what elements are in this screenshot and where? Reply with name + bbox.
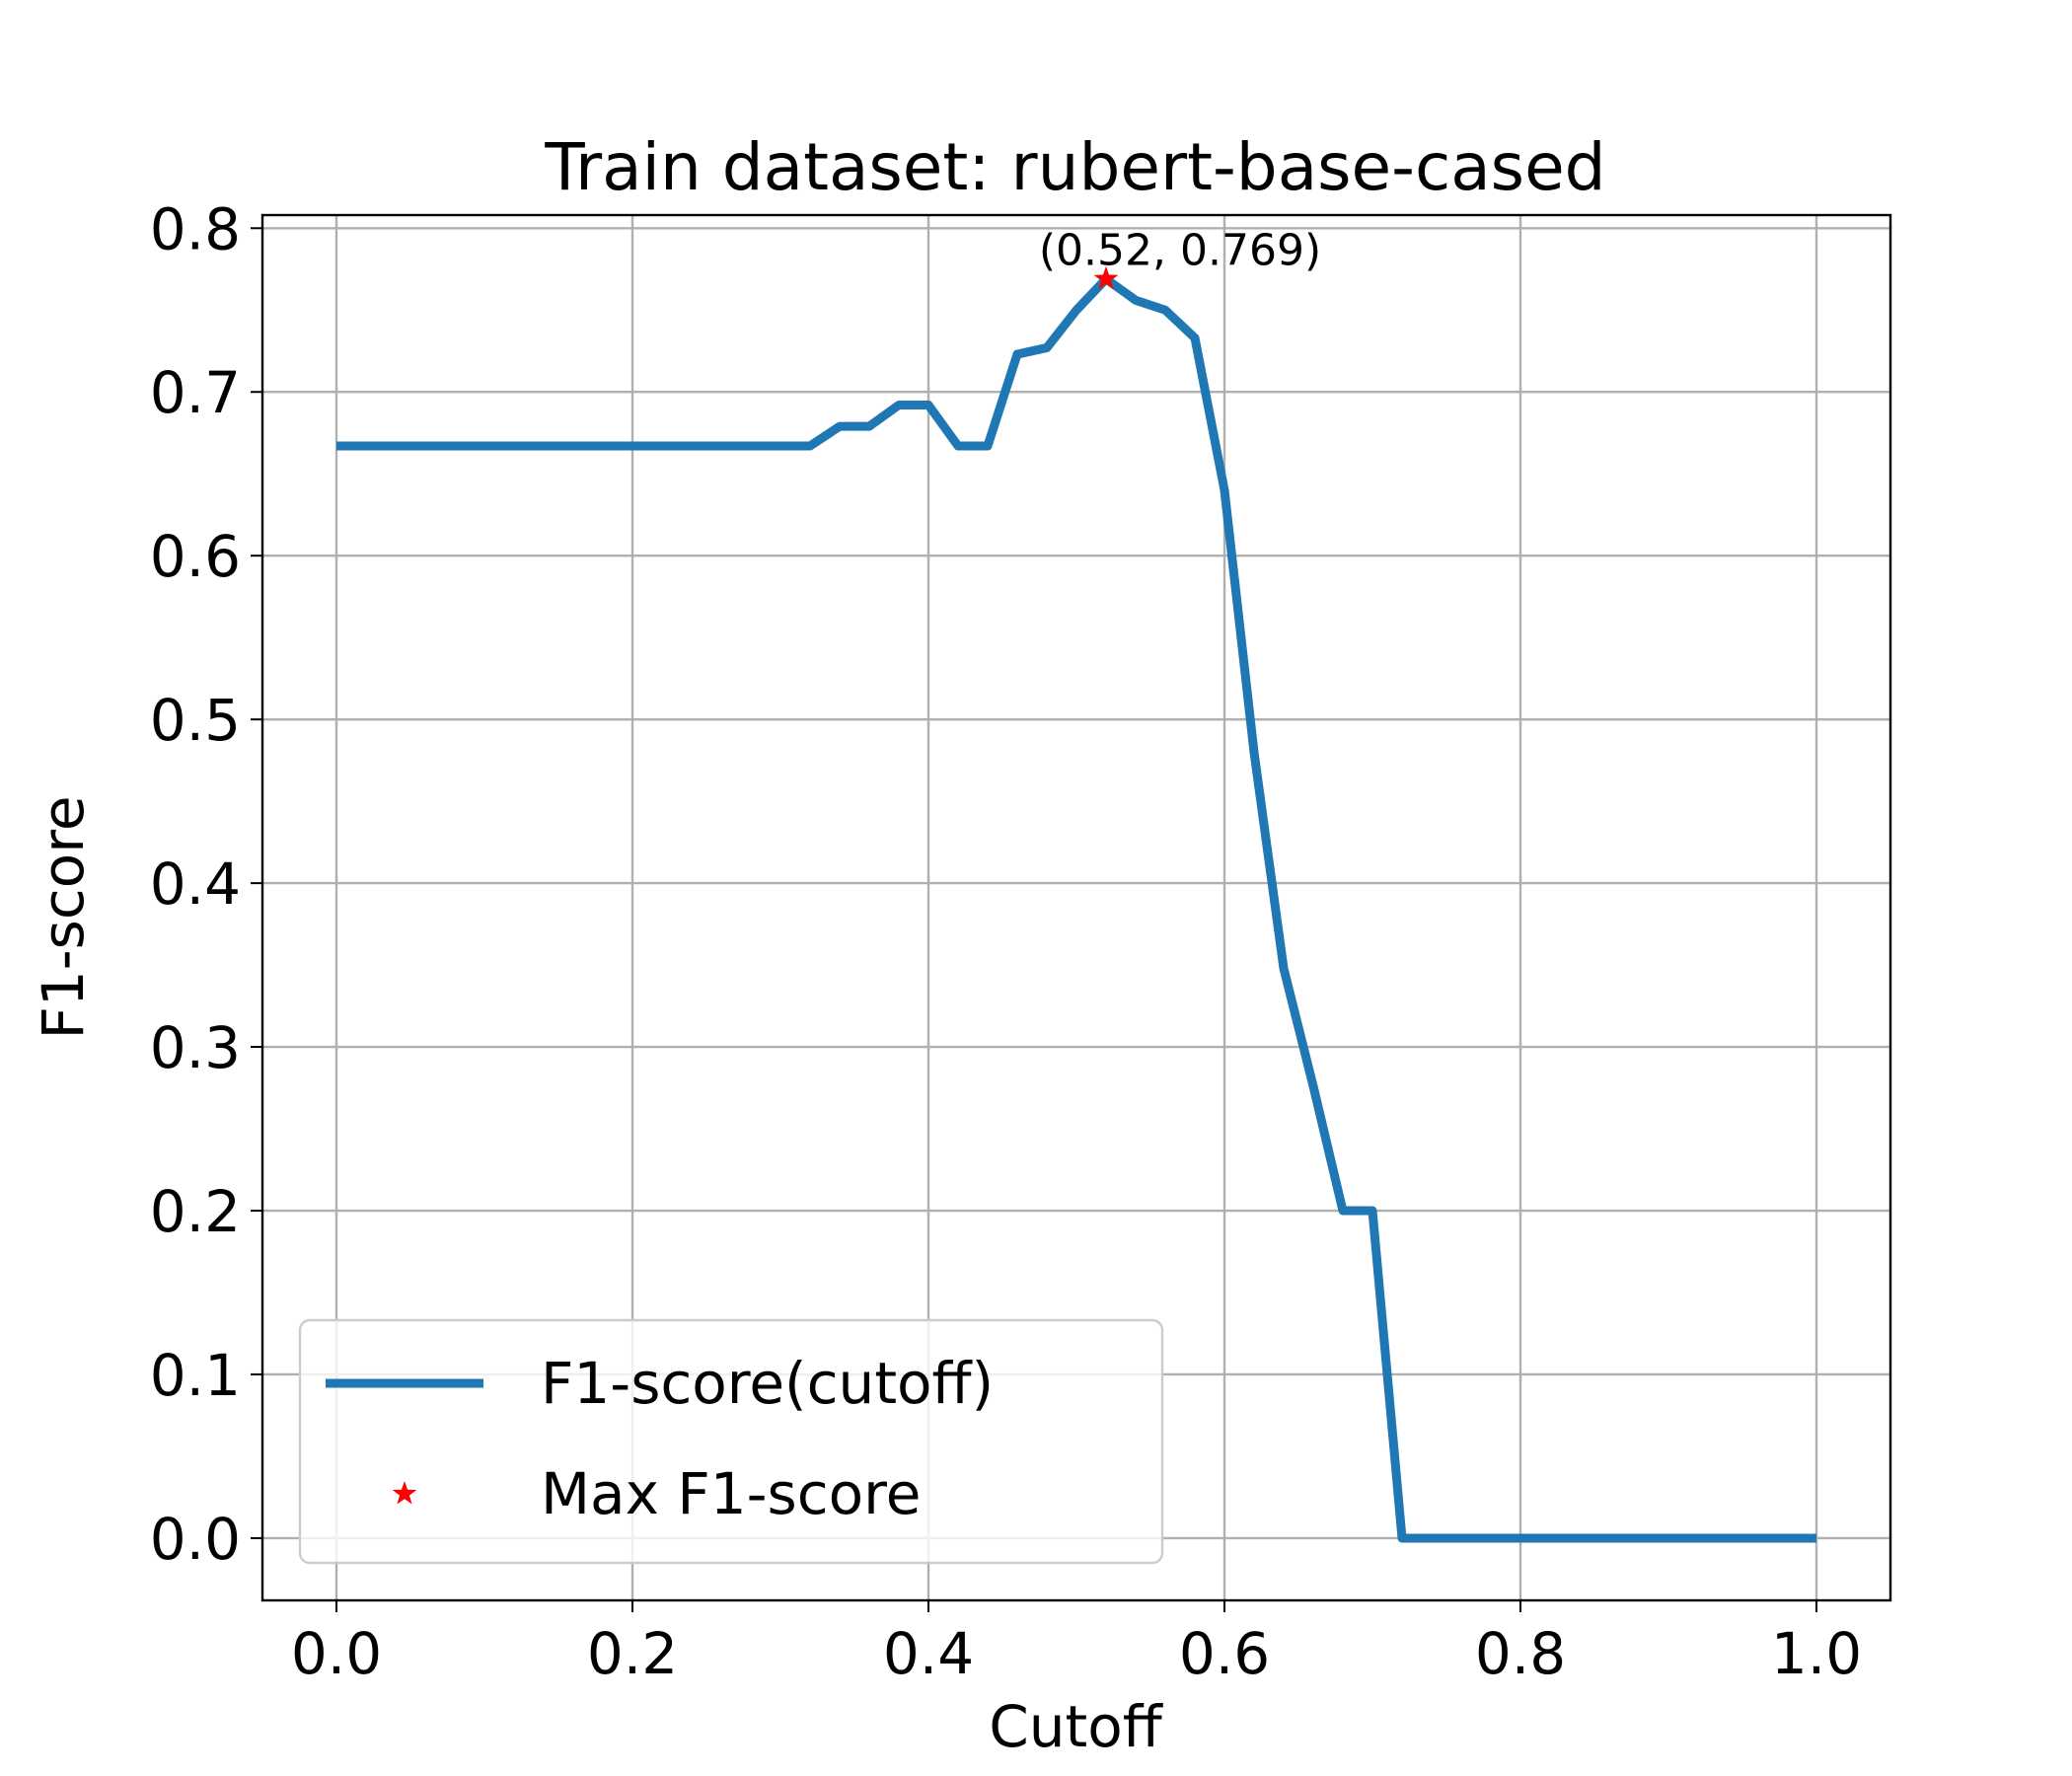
plot-frame [260,213,1892,1602]
x-axis-label: Cutoff [989,1693,1163,1760]
legend-entry-max-f1: Max F1-score [541,1460,921,1527]
x-tick-label-3: 0.6 [1179,1620,1270,1687]
y-tick-label-4: 0.4 [150,851,241,918]
y-tick-label-1: 0.1 [150,1342,241,1409]
series-line-f1-score [336,274,1816,1543]
x-tick-label-2: 0.4 [883,1620,974,1687]
legend-entry-f1-score: F1-score(cutoff) [541,1350,994,1417]
max-f1-star-marker [1093,265,1119,290]
x-tick-label-1: 0.2 [587,1620,678,1687]
legend-box [298,1318,1164,1565]
x-tick-label-0: 0.0 [291,1620,382,1687]
y-tick-label-3: 0.3 [150,1014,241,1081]
max-point-annotation: (0.52, 0.769) [1039,226,1321,276]
series-layer: (0.52, 0.769) [336,226,1816,1543]
y-tick-label-7: 0.7 [150,359,241,426]
y-tick-label-0: 0.0 [150,1506,241,1573]
y-axis-label: F1-score [30,795,97,1039]
x-tick-label-4: 0.8 [1475,1620,1566,1687]
x-tick-label-5: 1.0 [1771,1620,1862,1687]
legend-star-swatch [392,1481,417,1505]
axis-ticks: 0.0 0.2 0.4 0.6 0.8 1.0 0.0 0.1 0.2 0.3 0.4 0.5 0.6 0… [150,195,1862,1687]
y-tick-label-8: 0.8 [150,195,241,262]
y-tick-label-5: 0.5 [150,687,241,754]
chart-title: Train dataset: rubert-base-cased [544,129,1605,205]
y-tick-label-6: 0.6 [150,523,241,590]
y-tick-label-2: 0.2 [150,1178,241,1245]
legend: F1-score(cutoff) Max F1-score [298,1318,1164,1565]
